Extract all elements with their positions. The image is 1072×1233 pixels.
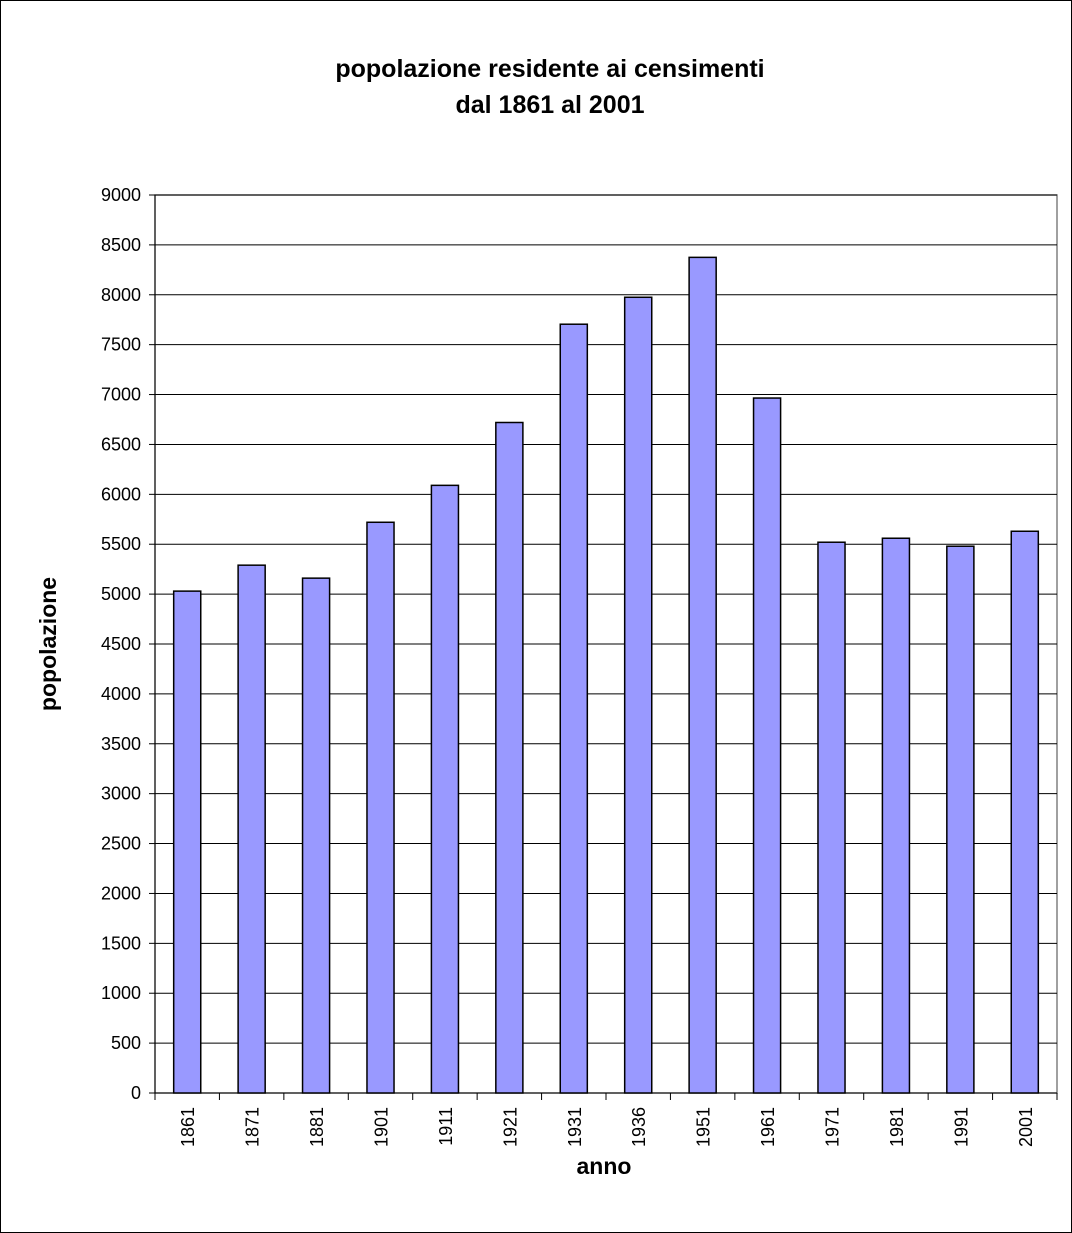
y-axis-label: popolazione xyxy=(35,577,61,711)
y-tick-label: 6500 xyxy=(101,434,141,454)
y-tick-label: 8500 xyxy=(101,235,141,255)
x-tick-label: 1981 xyxy=(887,1107,907,1147)
bar xyxy=(366,521,395,1094)
y-tick-label: 0 xyxy=(131,1083,141,1103)
x-tick-label: 1881 xyxy=(307,1107,327,1147)
x-axis-label: anno xyxy=(577,1153,632,1179)
bar xyxy=(172,590,202,1094)
y-tick-label: 1000 xyxy=(101,983,141,1003)
x-tick-label: 1901 xyxy=(372,1107,392,1147)
x-tick-label: 1951 xyxy=(694,1107,714,1147)
bar xyxy=(623,296,653,1094)
y-tick-label: 7500 xyxy=(101,335,141,355)
y-tick-label: 6000 xyxy=(101,484,141,504)
chart-title: dal 1861 al 2001 xyxy=(455,91,644,119)
x-tick-label: 1971 xyxy=(823,1107,843,1147)
bar xyxy=(688,256,717,1094)
bar xyxy=(752,397,782,1094)
x-tick-label: 1991 xyxy=(951,1107,971,1147)
y-tick-label: 5500 xyxy=(101,534,141,554)
bar xyxy=(430,484,460,1094)
x-tick-label: 1861 xyxy=(178,1107,198,1147)
y-tick-label: 9000 xyxy=(101,185,141,205)
y-tick-label: 4500 xyxy=(101,634,141,654)
bar xyxy=(559,323,589,1094)
x-tick-label: 1871 xyxy=(243,1107,263,1147)
y-tick-label: 3000 xyxy=(101,784,141,804)
y-tick-label: 4000 xyxy=(101,684,141,704)
x-tick-label: 1911 xyxy=(436,1107,456,1146)
y-tick-label: 500 xyxy=(111,1033,141,1053)
bar xyxy=(495,421,524,1094)
chart-title: popolazione residente ai censimenti xyxy=(335,55,764,83)
bar xyxy=(301,577,331,1094)
y-tick-label: 5000 xyxy=(101,584,141,604)
y-tick-label: 2500 xyxy=(101,834,141,854)
x-tick-label: 1961 xyxy=(758,1107,778,1147)
bar xyxy=(1010,530,1040,1094)
bar xyxy=(881,537,911,1094)
x-tick-label: 1921 xyxy=(500,1107,520,1147)
bar xyxy=(817,541,846,1094)
y-tick-label: 1500 xyxy=(101,933,141,953)
y-tick-label: 3500 xyxy=(101,734,141,754)
x-tick-label: 1931 xyxy=(565,1107,585,1147)
bar xyxy=(237,564,266,1094)
x-tick-label: 2001 xyxy=(1016,1107,1036,1147)
y-tick-label: 8000 xyxy=(101,285,141,305)
x-tick-label: 1936 xyxy=(629,1107,649,1147)
y-tick-label: 7000 xyxy=(101,385,141,405)
y-tick-label: 2000 xyxy=(101,883,141,903)
bar xyxy=(946,545,975,1094)
